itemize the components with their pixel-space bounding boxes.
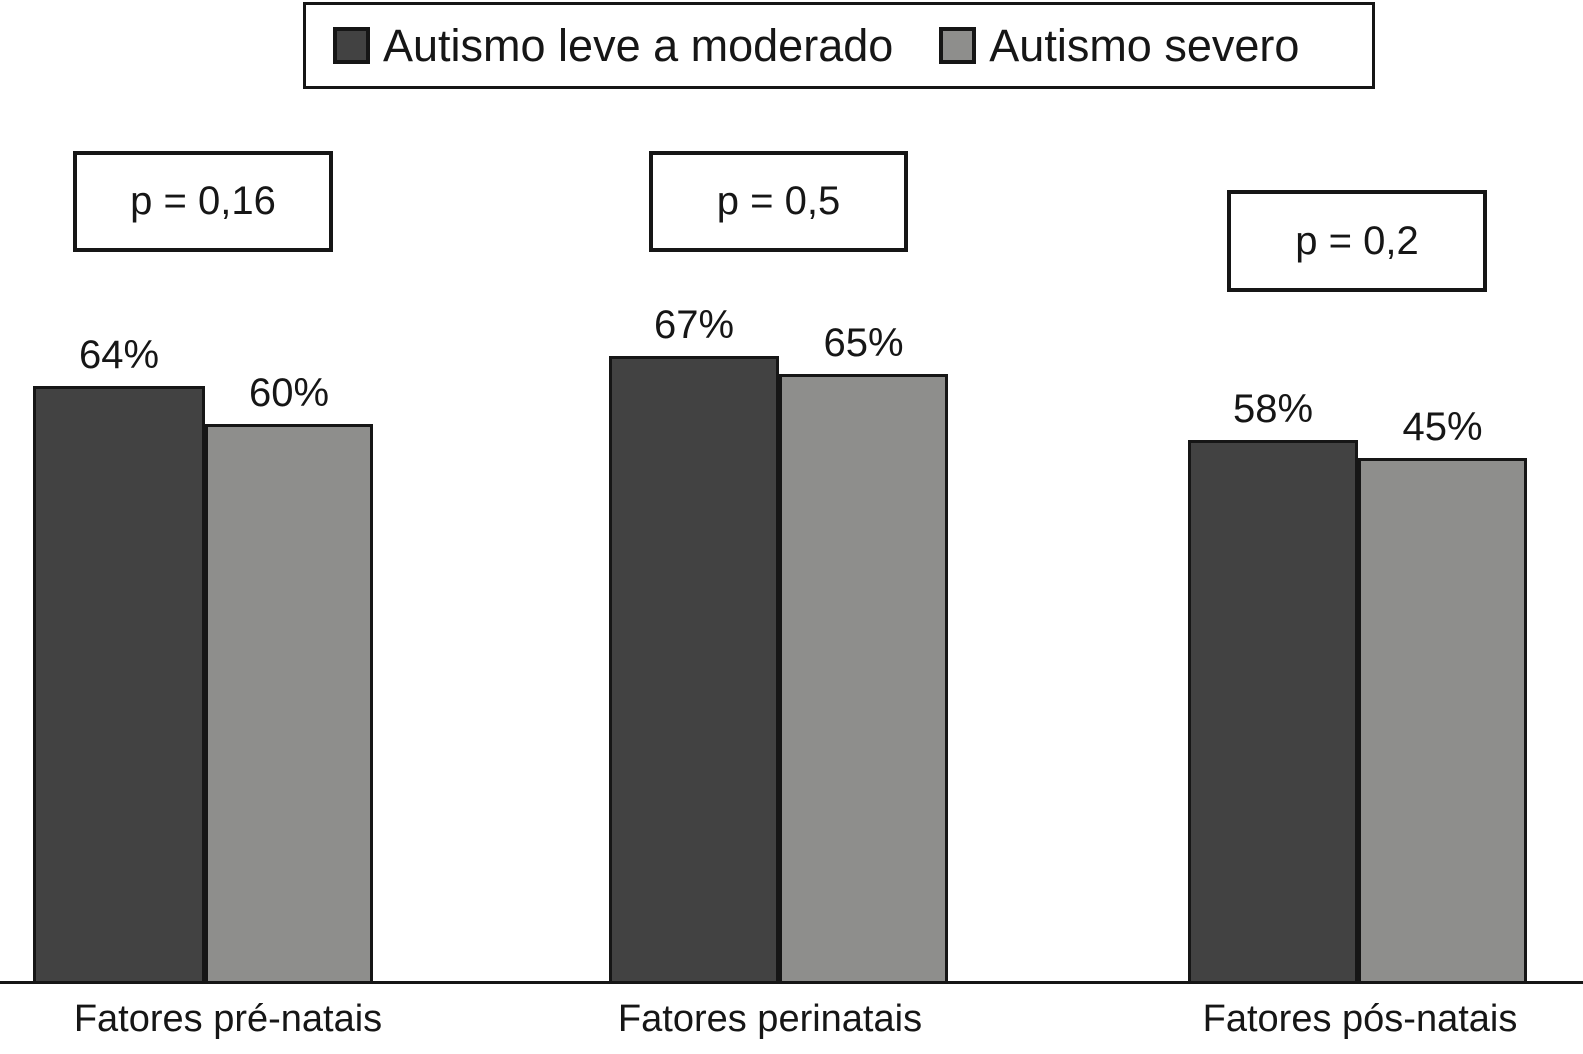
bar-value-label: 67% <box>653 303 735 347</box>
bar-value-label: 45% <box>1402 405 1483 449</box>
bar-group-pre-natais-leve-moderado: 64% <box>33 333 205 984</box>
bar-pre-natais-leve-moderado <box>33 386 205 984</box>
legend-item-autismo-leve-moderado: Autismo leve a moderado <box>333 20 893 72</box>
x-axis-line <box>0 981 1583 984</box>
p-value-box-perinatais: p = 0,5 <box>649 151 908 252</box>
legend-label-autismo-severo: Autismo severo <box>989 19 1300 71</box>
bar-group-perinatais-leve-moderado: 67% <box>609 303 779 984</box>
bar-value-label: 65% <box>823 321 904 365</box>
bar-value-label: 64% <box>78 333 160 377</box>
p-value-text-perinatais: p = 0,5 <box>716 179 841 223</box>
legend-swatch-autismo-leve-moderado <box>333 27 370 64</box>
p-value-text-pos-natais: p = 0,2 <box>1295 218 1419 263</box>
legend-item-autismo-severo: Autismo severo <box>939 20 1299 72</box>
bar-perinatais-severo <box>779 374 948 984</box>
x-axis-label-pos-natais: Fatores pós-natais <box>1202 998 1518 1040</box>
x-axis-label-perinatais: Fatores perinatais <box>617 998 923 1040</box>
bar-pre-natais-severo <box>205 424 373 984</box>
x-axis-label-pre-natais: Fatores pré-natais <box>73 998 383 1040</box>
bar-perinatais-leve-moderado <box>609 356 779 984</box>
bar-value-label: 58% <box>1232 387 1314 431</box>
p-value-text-pre-natais: p = 0,16 <box>130 179 276 223</box>
bar-group-perinatais-severo: 65% <box>779 321 948 984</box>
legend-label-autismo-leve-moderado: Autismo leve a moderado <box>383 19 894 71</box>
bar-group-pos-natais-severo: 45% <box>1358 405 1527 984</box>
p-value-box-pos-natais: p = 0,2 <box>1227 190 1487 292</box>
bar-pos-natais-leve-moderado <box>1188 440 1358 984</box>
bar-value-label: 60% <box>248 371 330 415</box>
chart-legend: Autismo leve a moderado Autismo severo <box>303 2 1375 89</box>
bar-group-pre-natais-severo: 60% <box>205 371 373 984</box>
legend-swatch-autismo-severo <box>939 27 977 64</box>
bar-pos-natais-severo <box>1358 458 1527 984</box>
p-value-box-pre-natais: p = 0,16 <box>73 151 333 252</box>
bar-group-pos-natais-leve-moderado: 58% <box>1188 387 1358 984</box>
